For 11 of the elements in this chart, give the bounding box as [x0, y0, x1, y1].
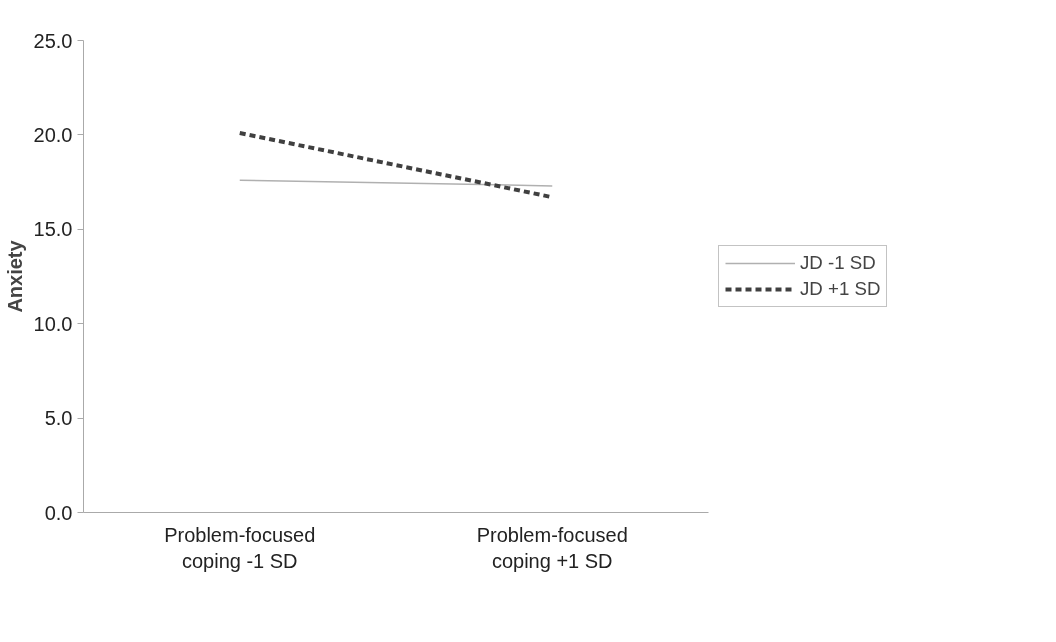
y-tick-label: 15.0 [33, 218, 73, 241]
y-tick-label: 0.0 [44, 501, 73, 524]
y-tick-label: 10.0 [33, 312, 73, 335]
y-axis-title: Anxiety [3, 239, 26, 313]
legend-label: JD +1 SD [800, 278, 881, 300]
y-tick-label: 25.0 [33, 29, 73, 52]
legend-label: JD -1 SD [800, 252, 876, 274]
x-tick-label: Problem-focused coping +1 SD [476, 523, 628, 572]
x-tick-label: Problem-focused coping -1 SD [164, 523, 316, 572]
y-tick-label: 20.0 [33, 123, 73, 146]
y-tick-label: 5.0 [44, 407, 73, 430]
